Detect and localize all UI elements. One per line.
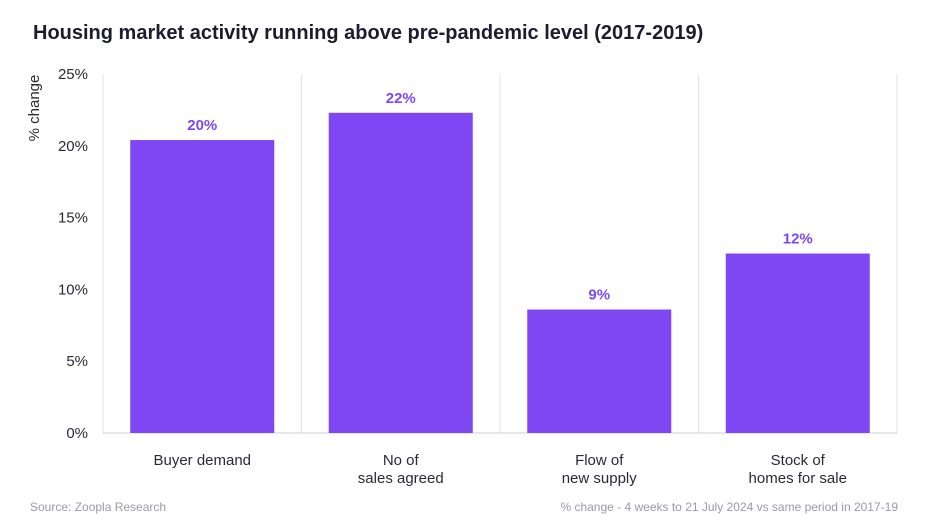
y-tick-label: 15% xyxy=(58,210,88,227)
x-tick-label-line: Flow of xyxy=(575,452,624,469)
y-tick-label: 10% xyxy=(58,281,88,298)
period-note: % change - 4 weeks to 21 July 2024 vs sa… xyxy=(560,500,898,514)
bar-data-label: 20% xyxy=(187,117,217,134)
x-tick-label-line: Stock of xyxy=(771,452,826,469)
y-tick-label: 20% xyxy=(58,138,88,155)
axis-layer: 0% 5% 10% 15% 20% 25% % change Buyer demand No o… xyxy=(26,66,847,487)
x-tick-label-line: new supply xyxy=(562,470,638,487)
bar xyxy=(328,112,473,433)
x-tick-label-line: homes for sale xyxy=(749,470,847,487)
x-tick-label-line: Buyer demand xyxy=(153,452,251,469)
bar xyxy=(725,253,870,433)
bar xyxy=(130,140,275,433)
x-tick-label: Buyer demand xyxy=(153,452,251,469)
x-tick-label-line: No of xyxy=(383,452,420,469)
bar-data-label: 22% xyxy=(386,90,416,107)
x-tick-label: Stock of homes for sale xyxy=(749,452,847,487)
y-tick-label: 25% xyxy=(58,66,88,83)
bar-data-label: 12% xyxy=(783,231,813,248)
y-tick-label: 0% xyxy=(66,425,88,442)
bar-data-label: 9% xyxy=(588,287,610,304)
y-tick-label: 5% xyxy=(66,353,88,370)
y-axis-label: % change xyxy=(26,75,43,142)
chart-title: Housing market activity running above pr… xyxy=(33,22,704,44)
x-tick-label: Flow of new supply xyxy=(562,452,638,487)
source-note: Source: Zoopla Research xyxy=(30,500,167,514)
bars-layer: 20% 22% 9% 12% xyxy=(130,90,870,433)
x-tick-label: No of sales agreed xyxy=(358,452,444,487)
bar xyxy=(527,309,672,433)
x-tick-label-line: sales agreed xyxy=(358,470,444,487)
grid-layer xyxy=(102,74,898,434)
